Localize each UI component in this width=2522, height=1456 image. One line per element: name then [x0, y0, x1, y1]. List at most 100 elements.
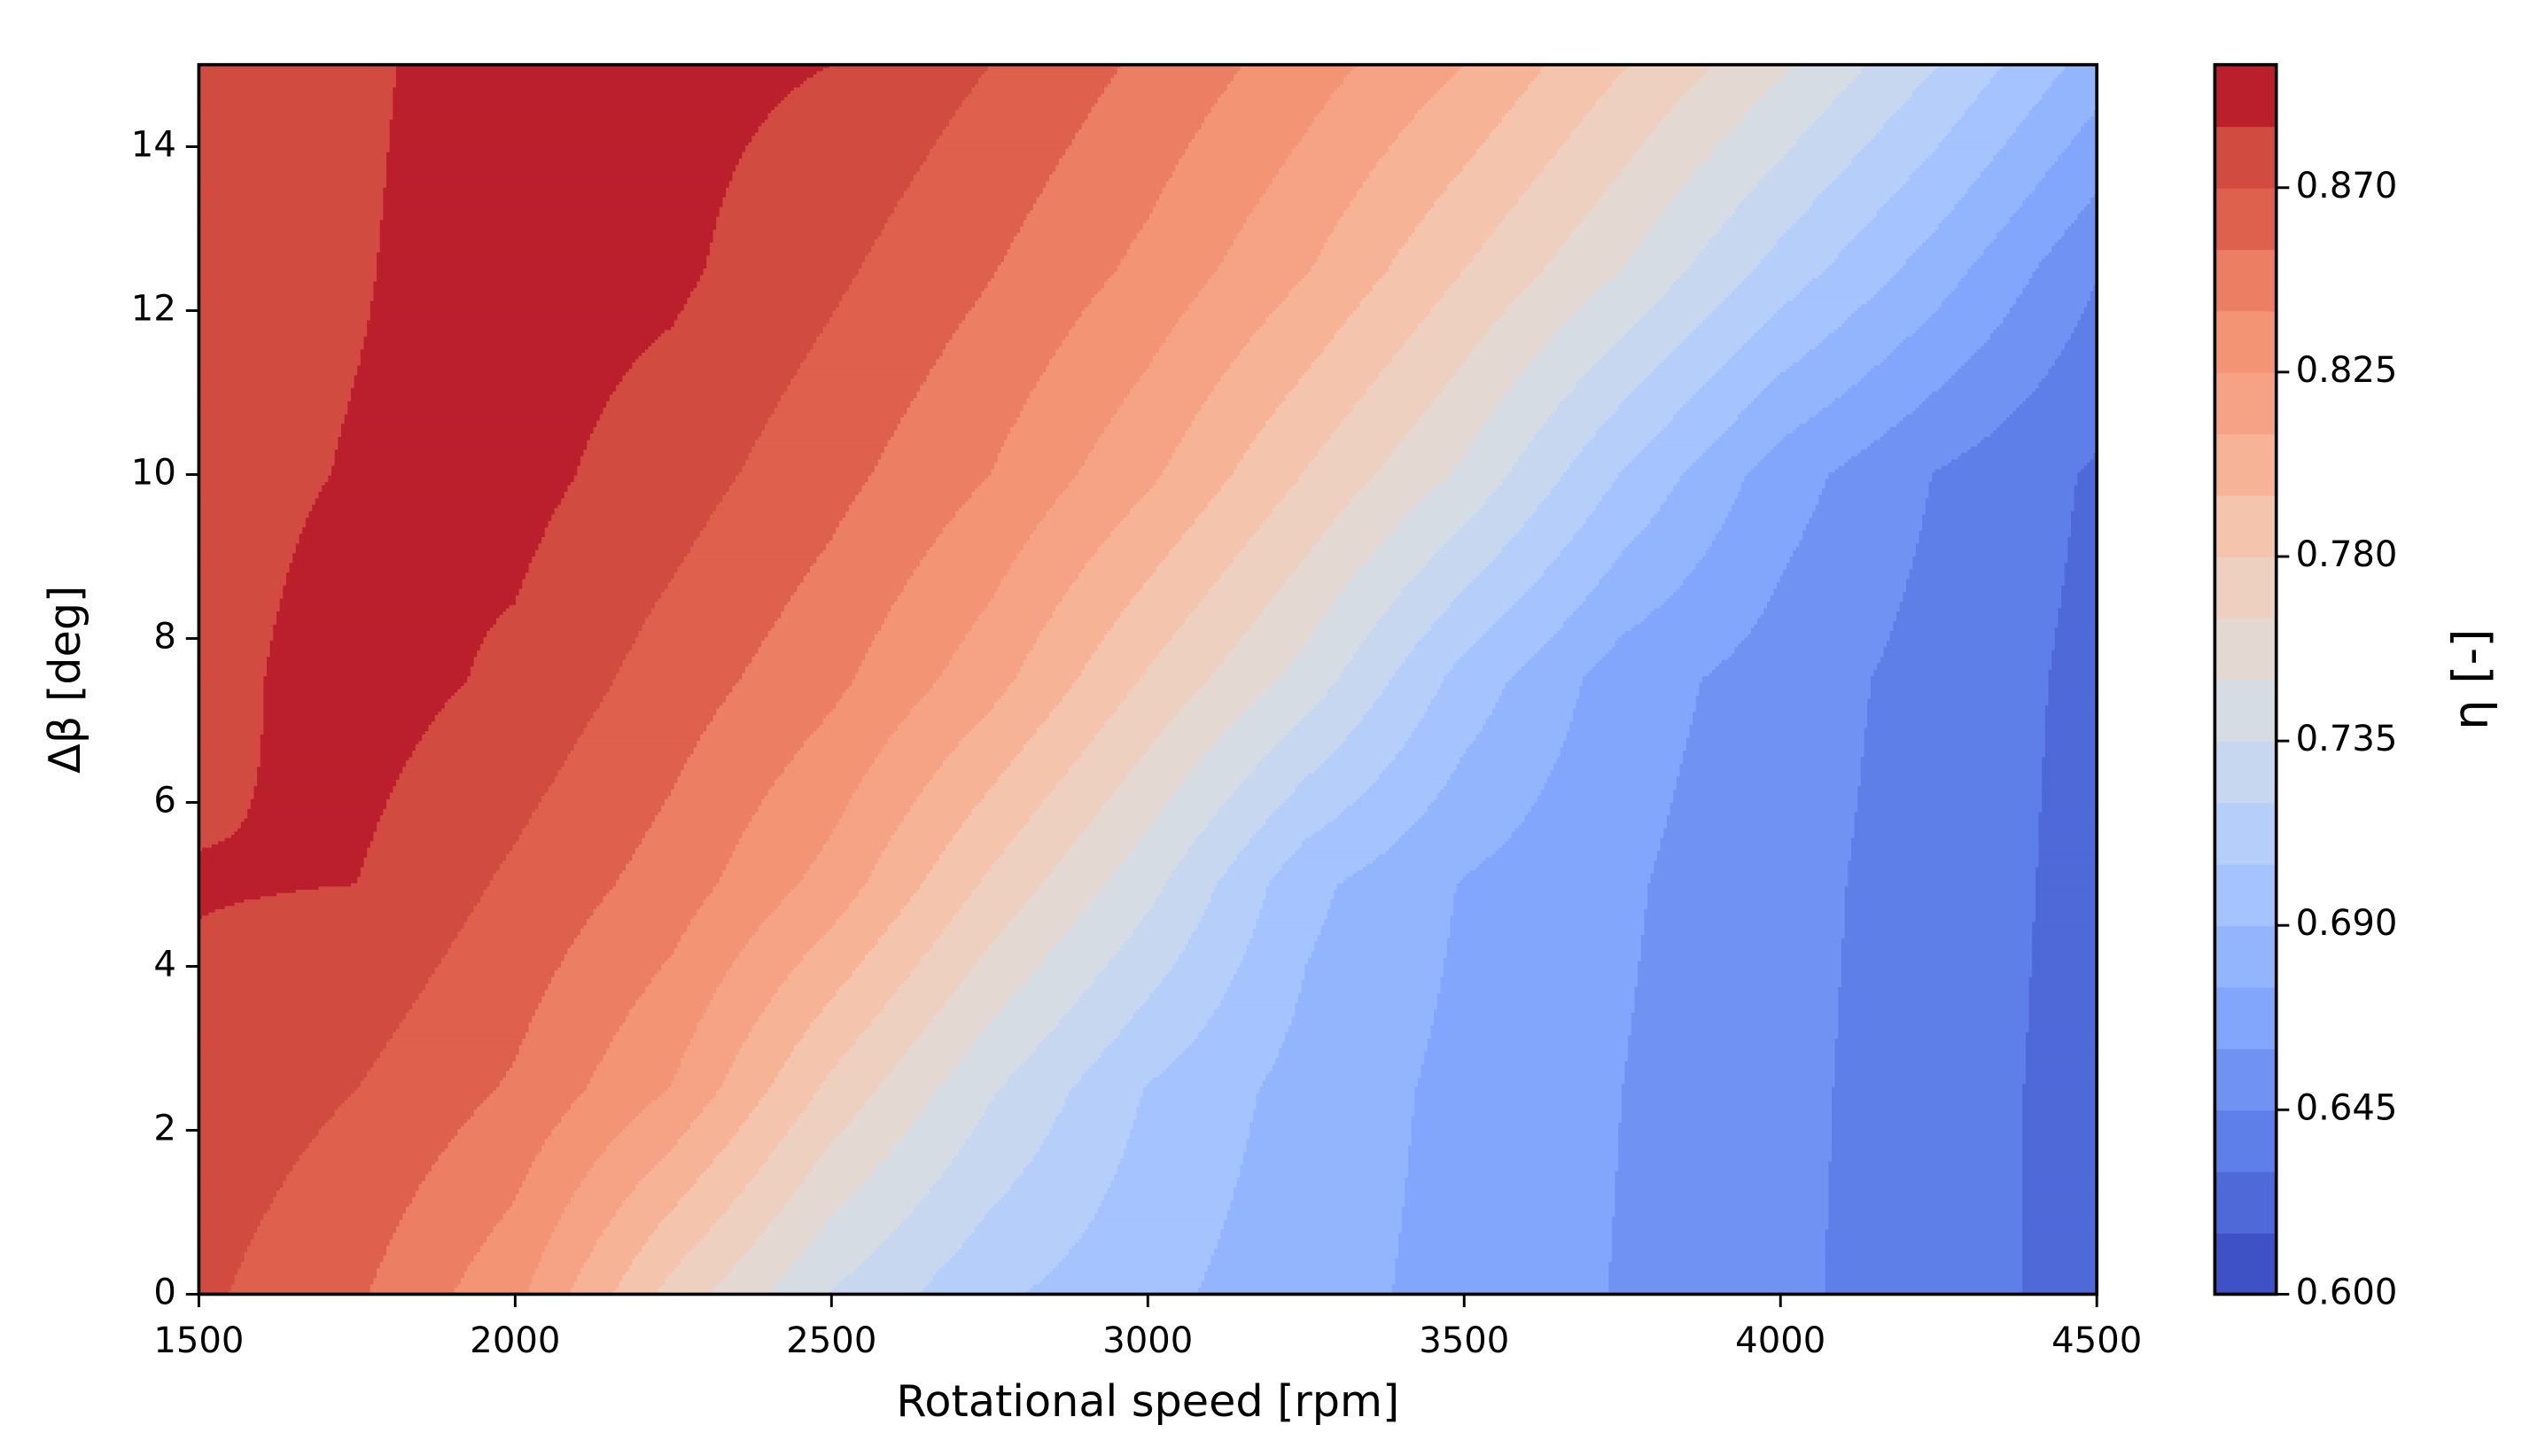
contour-band: [1444, 543, 1506, 549]
contour-band: [2042, 97, 2098, 102]
contour-band: [198, 808, 249, 814]
contour-band: [1711, 65, 1794, 69]
contour-band: [1201, 287, 1293, 292]
contour-band: [1770, 449, 1862, 455]
contour-band: [832, 310, 969, 315]
contour-band: [334, 453, 585, 457]
contour-band: [1738, 494, 1820, 500]
contour-band: [1544, 783, 1677, 788]
contour-band: [198, 643, 271, 649]
contour-band: [1421, 569, 1484, 574]
contour-band: [1123, 401, 1206, 406]
contour-band: [1573, 714, 1694, 720]
contour-band: [1450, 602, 1516, 606]
contour-band: [732, 482, 867, 487]
contour-band: [1795, 142, 1869, 147]
contour-band: [1472, 643, 1545, 649]
contour-band: [2071, 530, 2098, 535]
contour-band: [1324, 346, 1403, 351]
contour-band: [1140, 498, 1212, 503]
contour-band: [1317, 113, 1416, 118]
contour-band: [1320, 352, 1397, 357]
contour-band: [1524, 663, 1597, 668]
contour-band: [1346, 316, 1426, 322]
contour-band: [1818, 494, 1930, 500]
contour-band: [732, 689, 847, 694]
contour-band: [1828, 404, 1920, 409]
contour-band: [2067, 556, 2098, 561]
contour-band: [1417, 417, 1491, 422]
contour-band: [1395, 138, 1487, 144]
contour-band: [1485, 630, 1558, 635]
contour-band: [2044, 714, 2098, 720]
contour-band: [1783, 572, 1911, 577]
contour-band: [1259, 614, 1326, 619]
contour-band: [926, 873, 986, 878]
contour-band: [2038, 821, 2098, 827]
contour-band: [1023, 663, 1086, 668]
contour-band: [528, 565, 679, 571]
contour-band: [797, 369, 931, 373]
contour-band: [832, 533, 941, 539]
contour-band: [1676, 482, 1742, 487]
contour-band: [1049, 792, 1116, 798]
contour-band: [932, 686, 1008, 690]
contour-band: [893, 602, 989, 606]
contour-band: [1987, 165, 2053, 169]
contour-band: [198, 844, 214, 849]
contour-band: [548, 520, 708, 526]
contour-band: [198, 242, 381, 247]
contour-band: [1501, 482, 1558, 487]
contour-band: [247, 815, 381, 820]
contour-band: [253, 792, 391, 798]
contour-band: [198, 773, 259, 778]
contour-band: [1453, 469, 1513, 474]
contour-band: [257, 769, 404, 775]
contour-band: [551, 514, 711, 519]
contour-band: [1873, 216, 1946, 222]
contour-band: [632, 362, 802, 367]
contour-band: [1883, 433, 1991, 438]
contour-band: [1068, 145, 1189, 151]
contour-band: [1912, 171, 1981, 176]
contour-band: [991, 867, 1054, 872]
contour-band: [292, 553, 536, 558]
contour-band: [1304, 132, 1400, 137]
contour-band: [965, 899, 1028, 904]
contour-band: [1511, 537, 1575, 541]
contour-band: [1815, 414, 1908, 419]
contour-band: [1453, 465, 1513, 471]
contour-band: [1197, 294, 1290, 299]
contour-band: [1087, 659, 1154, 665]
contour-band: [1997, 326, 2075, 331]
contour-band: [926, 549, 1022, 555]
contour-band: [1279, 304, 1361, 308]
contour-band: [532, 812, 659, 817]
contour-band: [1039, 806, 1102, 810]
contour-band: [2090, 200, 2098, 206]
contour-band: [1204, 828, 1261, 833]
contour-band: [2074, 491, 2098, 496]
contour-band: [567, 488, 730, 494]
contour-band: [1071, 682, 1138, 688]
contour-band: [340, 433, 591, 438]
contour-band: [1336, 220, 1422, 225]
contour-band: [2022, 204, 2089, 208]
contour-band: [981, 798, 1044, 804]
contour-band: [1585, 595, 1671, 600]
contour-band: [1744, 116, 1820, 121]
contour-band: [1152, 741, 1218, 745]
contour-band: [1220, 378, 1300, 383]
contour-band: [810, 349, 944, 354]
contour-band: [1295, 657, 1355, 661]
contour-band: [2044, 90, 2098, 95]
contour-band: [1970, 103, 2036, 108]
contour-band: [198, 142, 391, 147]
contour-band: [1058, 161, 1180, 167]
contour-band: [1265, 753, 1332, 759]
contour-band: [1711, 236, 1781, 241]
contour-band: [1469, 870, 1655, 875]
contour-band: [897, 598, 992, 603]
contour-band: [1279, 404, 1355, 409]
contour-band: [1482, 245, 1561, 251]
